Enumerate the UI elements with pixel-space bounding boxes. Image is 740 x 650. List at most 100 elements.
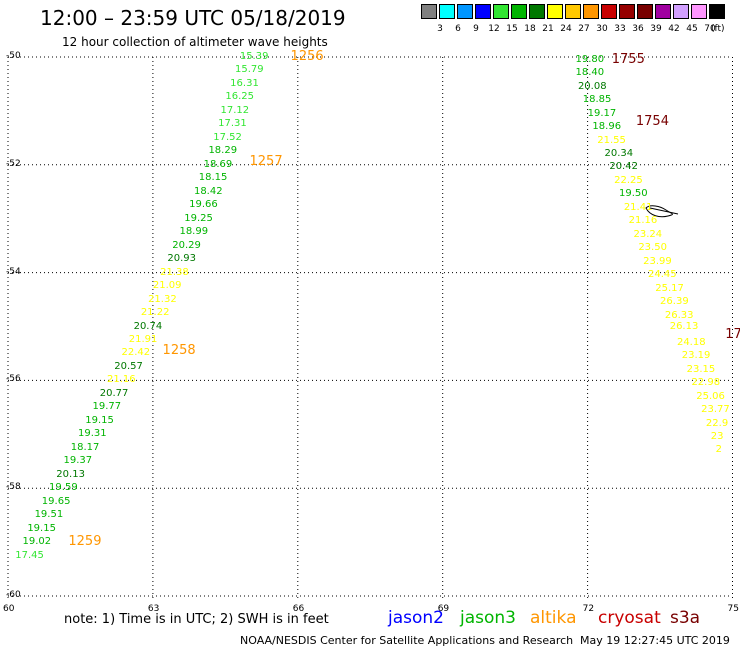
- scale-label: 24: [560, 24, 572, 34]
- scale-label: 18: [524, 24, 536, 34]
- scale-swatch: [673, 4, 689, 19]
- wave-height-value: 26.33: [664, 309, 694, 321]
- wave-height-value: 21.41: [623, 201, 653, 213]
- wave-height-value: 19.50: [618, 188, 648, 200]
- wave-height-value: 20.29: [172, 239, 201, 251]
- wave-height-value: 19.66: [189, 199, 218, 211]
- wave-height-value: 18.17: [70, 441, 100, 453]
- wave-height-value: 19.59: [49, 482, 78, 494]
- lon-tick-label: 60: [3, 604, 15, 614]
- scale-swatch: [709, 4, 725, 19]
- map-grid: [7, 56, 733, 600]
- legend-s3a: s3a: [670, 608, 701, 628]
- legend-cryosat: cryosat: [598, 608, 661, 628]
- lat-tick-label: -58: [6, 482, 21, 493]
- wave-height-value: 19.51: [34, 509, 64, 521]
- scale-swatch: [439, 4, 455, 19]
- scale-swatch: [583, 4, 599, 19]
- wave-height-value: 20.74: [133, 320, 163, 332]
- wave-height-value: 21.09: [152, 280, 182, 292]
- scale-swatch: [619, 4, 635, 19]
- wave-height-value: 20.08: [577, 80, 607, 92]
- wave-height-value: 20.77: [99, 387, 129, 399]
- scale-label: 27: [578, 24, 590, 34]
- scale-swatch: [655, 4, 671, 19]
- scale-label: 39: [650, 24, 662, 34]
- wave-height-value: 25.06: [696, 390, 725, 402]
- wave-height-value: 23.15: [686, 363, 716, 375]
- wave-height-value: 17.12: [220, 104, 250, 116]
- scale-label: 6: [455, 24, 461, 34]
- wave-height-value: 17.52: [213, 131, 242, 143]
- legend-jason3: jason3: [460, 608, 516, 628]
- legend-jason2: jason2: [388, 608, 444, 628]
- scale-label: 36: [632, 24, 644, 34]
- wave-height-value: 16.31: [230, 77, 259, 89]
- lon-tick-label: 63: [147, 604, 160, 614]
- wave-height-value: 22.98: [691, 377, 721, 389]
- wave-height-value: 22.25: [614, 174, 643, 186]
- wave-height-value: 20.13: [56, 468, 85, 480]
- wave-height-value: 15.79: [235, 64, 264, 76]
- wave-height-value: 23.77: [701, 404, 730, 416]
- wave-height-value: 16.25: [225, 91, 254, 103]
- wave-height-value: 17.31: [218, 118, 247, 130]
- wave-height-value: 18.99: [179, 226, 209, 238]
- track-curve: [649, 207, 679, 215]
- scale-label: 30: [596, 24, 608, 34]
- wave-height-value: 26.39: [660, 296, 689, 308]
- wave-height-value: 23: [710, 430, 724, 442]
- lat-tick-label: -54: [6, 266, 21, 277]
- wave-height-value: 21.55: [597, 134, 626, 146]
- wave-height-value: 18.29: [208, 145, 238, 157]
- island-outline: [645, 205, 673, 218]
- scale-swatch: [601, 4, 617, 19]
- scale-label: 33: [614, 24, 626, 34]
- scale-swatch: [529, 4, 545, 19]
- pass-time-label: 1256: [290, 49, 324, 64]
- pass-time-label: 1257: [249, 154, 283, 170]
- scale-label: 21: [542, 24, 554, 34]
- wave-height-value: 26.13: [669, 320, 699, 332]
- scale-swatch: [457, 4, 473, 19]
- lon-tick-label: 66: [292, 604, 305, 614]
- wave-height-value: 22.42: [121, 347, 151, 359]
- wave-height-value: 20.93: [167, 253, 197, 265]
- scale-label: 70: [704, 24, 716, 34]
- wave-height-value: 20.57: [114, 360, 143, 372]
- wave-height-value: 23.19: [681, 350, 711, 362]
- wave-height-value: 2: [715, 444, 722, 456]
- scale-label: 42: [668, 24, 680, 34]
- wave-height-value: 21.22: [140, 307, 170, 319]
- scale-unit: (ft): [711, 24, 725, 34]
- pass-time-label: 1755: [611, 51, 645, 67]
- wave-height-value: 19.25: [184, 212, 213, 224]
- scale-swatch: [493, 4, 509, 19]
- wave-height-value: 21.32: [148, 293, 177, 305]
- wave-height-value: 20.42: [609, 161, 638, 173]
- wave-height-value: 19.80: [575, 53, 605, 65]
- map-subtitle: 12 hour collection of altimeter wave hei…: [62, 35, 328, 49]
- wave-height-value: 19.65: [41, 495, 71, 507]
- wave-height-value: 18.40: [575, 67, 605, 79]
- map-title: 12:00 – 23:59 UTC 05/18/2019: [40, 6, 346, 30]
- wave-height-value: 24.45: [647, 269, 677, 281]
- wave-height-value: 18.85: [582, 94, 612, 106]
- pass-time-label: 1754: [635, 113, 669, 129]
- scale-label: 12: [488, 24, 500, 34]
- scale-label: 9: [473, 24, 479, 34]
- wave-height-value: 21.38: [160, 266, 189, 278]
- wave-height-value: 24.18: [676, 336, 706, 348]
- scale-swatch: [691, 4, 707, 19]
- wave-height-value: 25.17: [655, 282, 684, 294]
- wave-height-value: 19.31: [78, 428, 107, 440]
- wave-height-value: 21.16: [628, 215, 658, 227]
- wave-height-value: 21.16: [107, 374, 136, 386]
- wave-height-value: 17.45: [15, 549, 44, 561]
- legend-altika: altika: [530, 608, 577, 628]
- scale-label: 15: [506, 24, 518, 34]
- wave-height-value: 23.99: [643, 255, 672, 267]
- wave-height-value: 23.50: [638, 242, 667, 254]
- scale-swatch: [475, 4, 491, 19]
- lon-tick-label: 75: [727, 604, 739, 614]
